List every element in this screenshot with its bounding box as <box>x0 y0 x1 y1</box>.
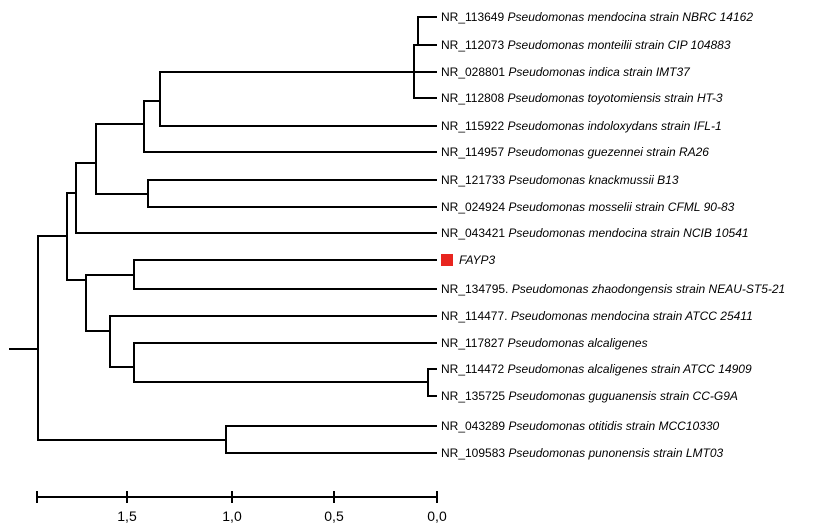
leaf-label: NR_115922 Pseudomonas indoloxydans strai… <box>441 119 722 133</box>
leaf-label: NR_114477. Pseudomonas mendocina strain … <box>441 309 753 323</box>
clade-lower <box>66 274 87 332</box>
scale-tick-label: 1,5 <box>117 508 137 524</box>
clade-upper-h <box>413 16 437 46</box>
clade-fayp3-zhaodongensis <box>85 259 437 290</box>
clade-upper <box>66 162 437 234</box>
scale-tick-label: 0,0 <box>427 508 447 524</box>
clade-main <box>37 192 68 281</box>
leaf-label: NR_117827 Pseudomonas alcaligenes <box>441 336 648 350</box>
leaf-label: NR_121733 Pseudomonas knackmussii B13 <box>441 173 679 187</box>
clade-otitidis-punonensis <box>37 425 437 454</box>
leaf-label: NR_028801 Pseudomonas indica strain IMT3… <box>441 65 691 79</box>
clade-upper-f <box>143 71 437 127</box>
leaf-label: NR_114957 Pseudomonas guezennei strain R… <box>441 145 709 159</box>
leaf-label: NR_135725 Pseudomonas guguanensis strain… <box>441 389 738 403</box>
leaf-label: NR_112073 Pseudomonas monteilii strain C… <box>441 38 731 52</box>
clade-upper-g <box>159 44 437 99</box>
leaf-label: NR_112808 Pseudomonas toyotomiensis stra… <box>441 91 723 105</box>
leaf-label-highlighted: FAYP3 <box>459 253 496 267</box>
clade-lower-n <box>133 368 437 397</box>
leaf-label: NR_043421 Pseudomonas mendocina strain N… <box>441 226 749 240</box>
leaf-label: NR_024924 Pseudomonas mosselii strain CF… <box>441 200 735 214</box>
clade-lower-m <box>109 342 437 383</box>
clade-knackmussii-mosselii <box>95 179 437 208</box>
tree-branches <box>9 16 437 454</box>
leaf-labels: NR_113649 Pseudomonas mendocina strain N… <box>441 10 785 460</box>
leaf-label: NR_109583 Pseudomonas punonensis strain … <box>441 446 724 460</box>
leaf-label: NR_043289 Pseudomonas otitidis strain MC… <box>441 419 720 433</box>
leaf-label: NR_134795. Pseudomonas zhaodongensis str… <box>441 282 785 296</box>
scale-bar: 1,5 1,0 0,5 0,0 <box>36 491 447 524</box>
fayp3-highlight-marker <box>441 254 453 266</box>
leaf-label: NR_114472 Pseudomonas alcaligenes strain… <box>441 362 752 376</box>
scale-tick-label: 1,0 <box>222 508 242 524</box>
leaf-label: NR_113649 Pseudomonas mendocina strain N… <box>441 10 753 24</box>
clade-upper-d <box>75 123 97 195</box>
clade-upper-e <box>95 100 437 153</box>
scale-tick-label: 0,5 <box>324 508 344 524</box>
clade-lower-l <box>85 315 437 368</box>
